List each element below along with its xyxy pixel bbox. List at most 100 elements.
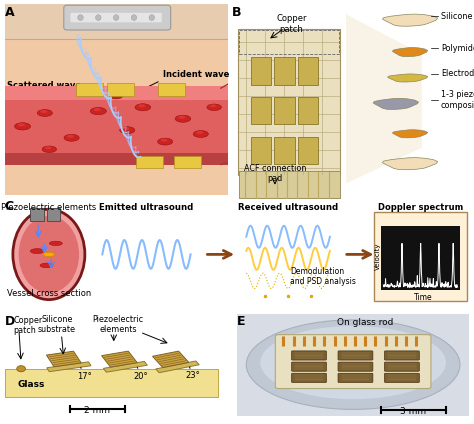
Text: Received ultrasound: Received ultrasound: [238, 203, 338, 212]
Polygon shape: [373, 98, 419, 109]
Text: Piezoelectric
elements: Piezoelectric elements: [92, 315, 144, 334]
Text: Vessel cross section: Vessel cross section: [7, 290, 91, 298]
Polygon shape: [392, 130, 428, 138]
Text: Demodulation
and PSD analysis: Demodulation and PSD analysis: [291, 267, 356, 286]
FancyBboxPatch shape: [5, 369, 219, 397]
Ellipse shape: [112, 93, 118, 96]
FancyBboxPatch shape: [250, 137, 271, 164]
Text: Copper
patch: Copper patch: [13, 316, 43, 335]
Ellipse shape: [138, 104, 145, 107]
Polygon shape: [392, 47, 428, 57]
FancyBboxPatch shape: [381, 226, 460, 290]
Ellipse shape: [42, 146, 56, 153]
Text: Silicone elastomer: Silicone elastomer: [441, 12, 474, 21]
Ellipse shape: [207, 104, 221, 111]
Ellipse shape: [109, 93, 123, 99]
FancyBboxPatch shape: [71, 13, 162, 22]
Text: On glass rod: On glass rod: [337, 318, 393, 327]
Polygon shape: [388, 74, 428, 82]
Text: 20°: 20°: [134, 371, 148, 381]
FancyBboxPatch shape: [384, 362, 419, 371]
Ellipse shape: [67, 135, 74, 138]
Text: 2 mm: 2 mm: [84, 405, 110, 415]
Text: Time: Time: [413, 293, 432, 302]
Ellipse shape: [193, 131, 209, 137]
FancyBboxPatch shape: [46, 208, 61, 221]
Text: Copper
patch: Copper patch: [276, 14, 307, 34]
Ellipse shape: [78, 15, 83, 20]
Ellipse shape: [210, 104, 216, 107]
Ellipse shape: [260, 326, 446, 399]
Ellipse shape: [40, 263, 53, 268]
Ellipse shape: [123, 127, 129, 130]
Text: Glass: Glass: [18, 380, 45, 390]
Ellipse shape: [196, 131, 203, 134]
Text: 1-3 piezoelectric
composite: 1-3 piezoelectric composite: [441, 90, 474, 109]
FancyBboxPatch shape: [292, 373, 327, 382]
Ellipse shape: [30, 248, 44, 254]
FancyBboxPatch shape: [275, 335, 431, 388]
Text: ACF connection
pad: ACF connection pad: [244, 164, 306, 183]
Ellipse shape: [93, 108, 101, 111]
FancyBboxPatch shape: [274, 137, 294, 164]
Text: 3 mm: 3 mm: [401, 407, 427, 416]
Ellipse shape: [18, 123, 25, 126]
Ellipse shape: [49, 241, 63, 245]
Text: Electrode: Electrode: [441, 70, 474, 78]
FancyBboxPatch shape: [274, 57, 294, 84]
FancyBboxPatch shape: [136, 156, 163, 168]
Ellipse shape: [17, 365, 26, 372]
Ellipse shape: [43, 252, 55, 257]
FancyBboxPatch shape: [237, 314, 469, 416]
FancyBboxPatch shape: [274, 97, 294, 124]
Text: Doppler device: Doppler device: [88, 6, 153, 15]
FancyBboxPatch shape: [5, 39, 228, 195]
Polygon shape: [103, 361, 147, 372]
FancyBboxPatch shape: [238, 29, 340, 175]
Polygon shape: [101, 351, 137, 367]
FancyBboxPatch shape: [158, 84, 185, 96]
FancyBboxPatch shape: [338, 373, 373, 382]
Polygon shape: [383, 158, 438, 170]
Ellipse shape: [13, 209, 85, 300]
Ellipse shape: [149, 15, 155, 20]
Ellipse shape: [15, 123, 31, 130]
Ellipse shape: [175, 115, 191, 122]
Polygon shape: [46, 351, 81, 367]
FancyBboxPatch shape: [30, 208, 44, 221]
Ellipse shape: [178, 116, 185, 119]
FancyBboxPatch shape: [5, 86, 228, 100]
Text: Silicone
substrate: Silicone substrate: [38, 315, 76, 334]
Polygon shape: [153, 351, 189, 368]
Ellipse shape: [96, 15, 101, 20]
Polygon shape: [5, 4, 228, 39]
FancyBboxPatch shape: [292, 362, 327, 371]
Ellipse shape: [283, 337, 400, 372]
Text: A: A: [5, 6, 14, 19]
Ellipse shape: [40, 110, 47, 113]
Text: C: C: [5, 201, 14, 213]
FancyBboxPatch shape: [250, 57, 271, 84]
Polygon shape: [155, 361, 199, 373]
Ellipse shape: [45, 146, 52, 149]
FancyBboxPatch shape: [64, 5, 171, 30]
FancyBboxPatch shape: [292, 351, 327, 360]
Ellipse shape: [64, 134, 79, 141]
Ellipse shape: [18, 216, 79, 293]
Text: 23°: 23°: [186, 371, 201, 380]
FancyBboxPatch shape: [238, 171, 339, 198]
Text: Polymide: Polymide: [441, 44, 474, 53]
FancyBboxPatch shape: [76, 84, 103, 96]
FancyBboxPatch shape: [5, 88, 228, 165]
Text: Piezoelectric elements: Piezoelectric elements: [1, 203, 97, 212]
FancyBboxPatch shape: [250, 97, 271, 124]
Polygon shape: [47, 362, 91, 372]
FancyBboxPatch shape: [384, 373, 419, 382]
FancyBboxPatch shape: [107, 84, 134, 96]
Text: Scattered wave: Scattered wave: [7, 81, 81, 90]
Text: B: B: [232, 6, 242, 19]
Text: 17°: 17°: [77, 372, 91, 381]
Text: D: D: [5, 315, 15, 328]
Polygon shape: [383, 14, 438, 26]
FancyBboxPatch shape: [338, 362, 373, 371]
